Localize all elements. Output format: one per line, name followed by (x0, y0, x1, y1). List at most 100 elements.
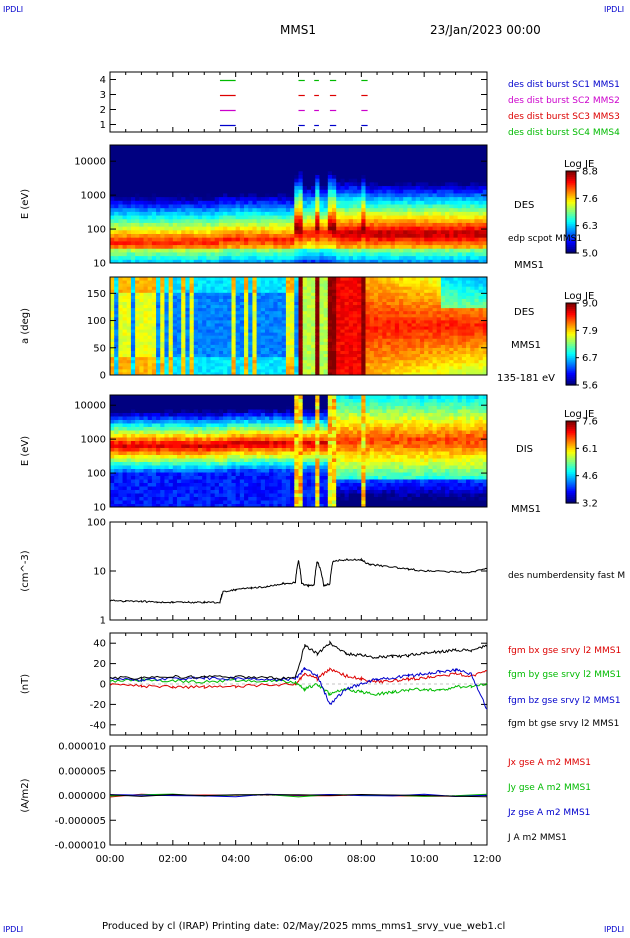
des-pitch-cell (131, 280, 136, 284)
des-energy-cell (269, 186, 274, 190)
des-energy-cell (353, 219, 358, 223)
des-pitch-cell (131, 302, 136, 306)
des-energy-cell (123, 215, 128, 219)
des-pitch-cell (311, 347, 316, 351)
des-pitch-cell (156, 366, 161, 370)
des-energy-cell (227, 230, 232, 234)
des-pitch-cell (286, 277, 291, 281)
des-pitch-cell (257, 289, 262, 293)
des-pitch-cell (315, 332, 320, 336)
des-energy-cell (131, 241, 136, 245)
des-pitch-cell (127, 289, 132, 293)
des-energy-cell (437, 178, 442, 182)
des-energy-cell (261, 215, 266, 219)
des-energy-cell (131, 211, 136, 215)
des-energy-cell (361, 149, 366, 153)
des-pitch-cell (303, 335, 308, 339)
des-pitch-cell (336, 298, 341, 302)
des-energy-cell (437, 219, 442, 223)
des-pitch-cell (240, 286, 245, 290)
des-energy-cell (353, 156, 358, 160)
des-energy-cell (382, 189, 387, 193)
des-pitch-cell (261, 280, 266, 284)
des-energy-cell (453, 237, 458, 241)
des-energy-cell (185, 149, 190, 153)
des-energy-cell (370, 197, 375, 201)
des-pitch-cell (156, 289, 161, 293)
des-energy-cell (110, 197, 115, 201)
des-energy-cell (148, 204, 153, 208)
des-energy-cell (202, 234, 207, 238)
des-pitch-cell (261, 341, 266, 345)
des-energy-cell (303, 208, 308, 212)
des-energy-cell (311, 189, 316, 193)
des-energy-cell (215, 200, 220, 204)
des-pitch-cell (219, 338, 224, 342)
des-energy-cell (424, 178, 429, 182)
des-pitch-cell (123, 366, 128, 370)
des-pitch-cell (294, 302, 299, 306)
des-pitch-cell (328, 351, 333, 355)
des-energy-cell (315, 189, 320, 193)
des-pitch-cell (311, 302, 316, 306)
des-energy-cell (399, 152, 404, 156)
des-pitch-cell (152, 323, 157, 327)
des-energy-cell (336, 208, 341, 212)
des-energy-cell (462, 237, 467, 241)
des-pitch-cell (206, 329, 211, 333)
des-energy-cell (269, 208, 274, 212)
des-pitch-cell (110, 369, 115, 373)
des-energy-cell (319, 256, 324, 260)
des-energy-cell (336, 160, 341, 164)
des-energy-cell (458, 178, 463, 182)
des-pitch-cell (345, 335, 350, 339)
des-pitch-cell (286, 292, 291, 296)
des-pitch-cell (181, 295, 186, 299)
des-pitch-cell (123, 347, 128, 351)
des-energy-cell (374, 226, 379, 230)
des-energy-cell (198, 252, 203, 256)
des-pitch-cell (181, 298, 186, 302)
des-energy-cell (219, 186, 224, 190)
des-pitch-cell (227, 338, 232, 342)
des-energy-cell (349, 208, 354, 212)
des-energy-cell (433, 245, 438, 249)
des-energy-cell (231, 234, 236, 238)
des-energy-cell (366, 167, 371, 171)
des-energy-cell (299, 230, 304, 234)
des-pitch-cell (345, 305, 350, 309)
des-energy-cell (177, 245, 182, 249)
des-pitch-cell (194, 314, 199, 318)
des-pitch-cell (299, 360, 304, 364)
des-energy-cell (462, 145, 467, 149)
des-pitch-cell (185, 308, 190, 312)
des-energy-cell (303, 197, 308, 201)
des-pitch-cell (160, 360, 165, 364)
des-pitch-cell (261, 351, 266, 355)
des-energy-cell (424, 219, 429, 223)
des-energy-cell (219, 149, 224, 153)
des-energy-cell (370, 200, 375, 204)
des-pitch-cell (240, 295, 245, 299)
des-energy-cell (135, 193, 140, 197)
des-energy-cell (470, 152, 475, 156)
des-energy-cell (299, 241, 304, 245)
des-pitch-cell (177, 363, 182, 367)
page-title: MMS1 (280, 23, 316, 37)
des-pitch-cell (202, 305, 207, 309)
des-energy-cell (462, 204, 467, 208)
des-energy-cell (114, 152, 119, 156)
des-energy-cell (315, 226, 320, 230)
des-energy-cell (479, 171, 484, 175)
des-energy-cell (240, 226, 245, 230)
des-energy-cell (470, 252, 475, 256)
des-pitch-cell (252, 335, 257, 339)
des-pitch-cell (185, 283, 190, 287)
des-energy-cell (110, 237, 115, 241)
des-energy-cell (315, 149, 320, 153)
des-energy-cell (324, 189, 329, 193)
des-energy-cell (311, 219, 316, 223)
des-energy-cell (231, 171, 236, 175)
des-energy-cell (286, 163, 291, 167)
des-pitch-cell (160, 326, 165, 330)
